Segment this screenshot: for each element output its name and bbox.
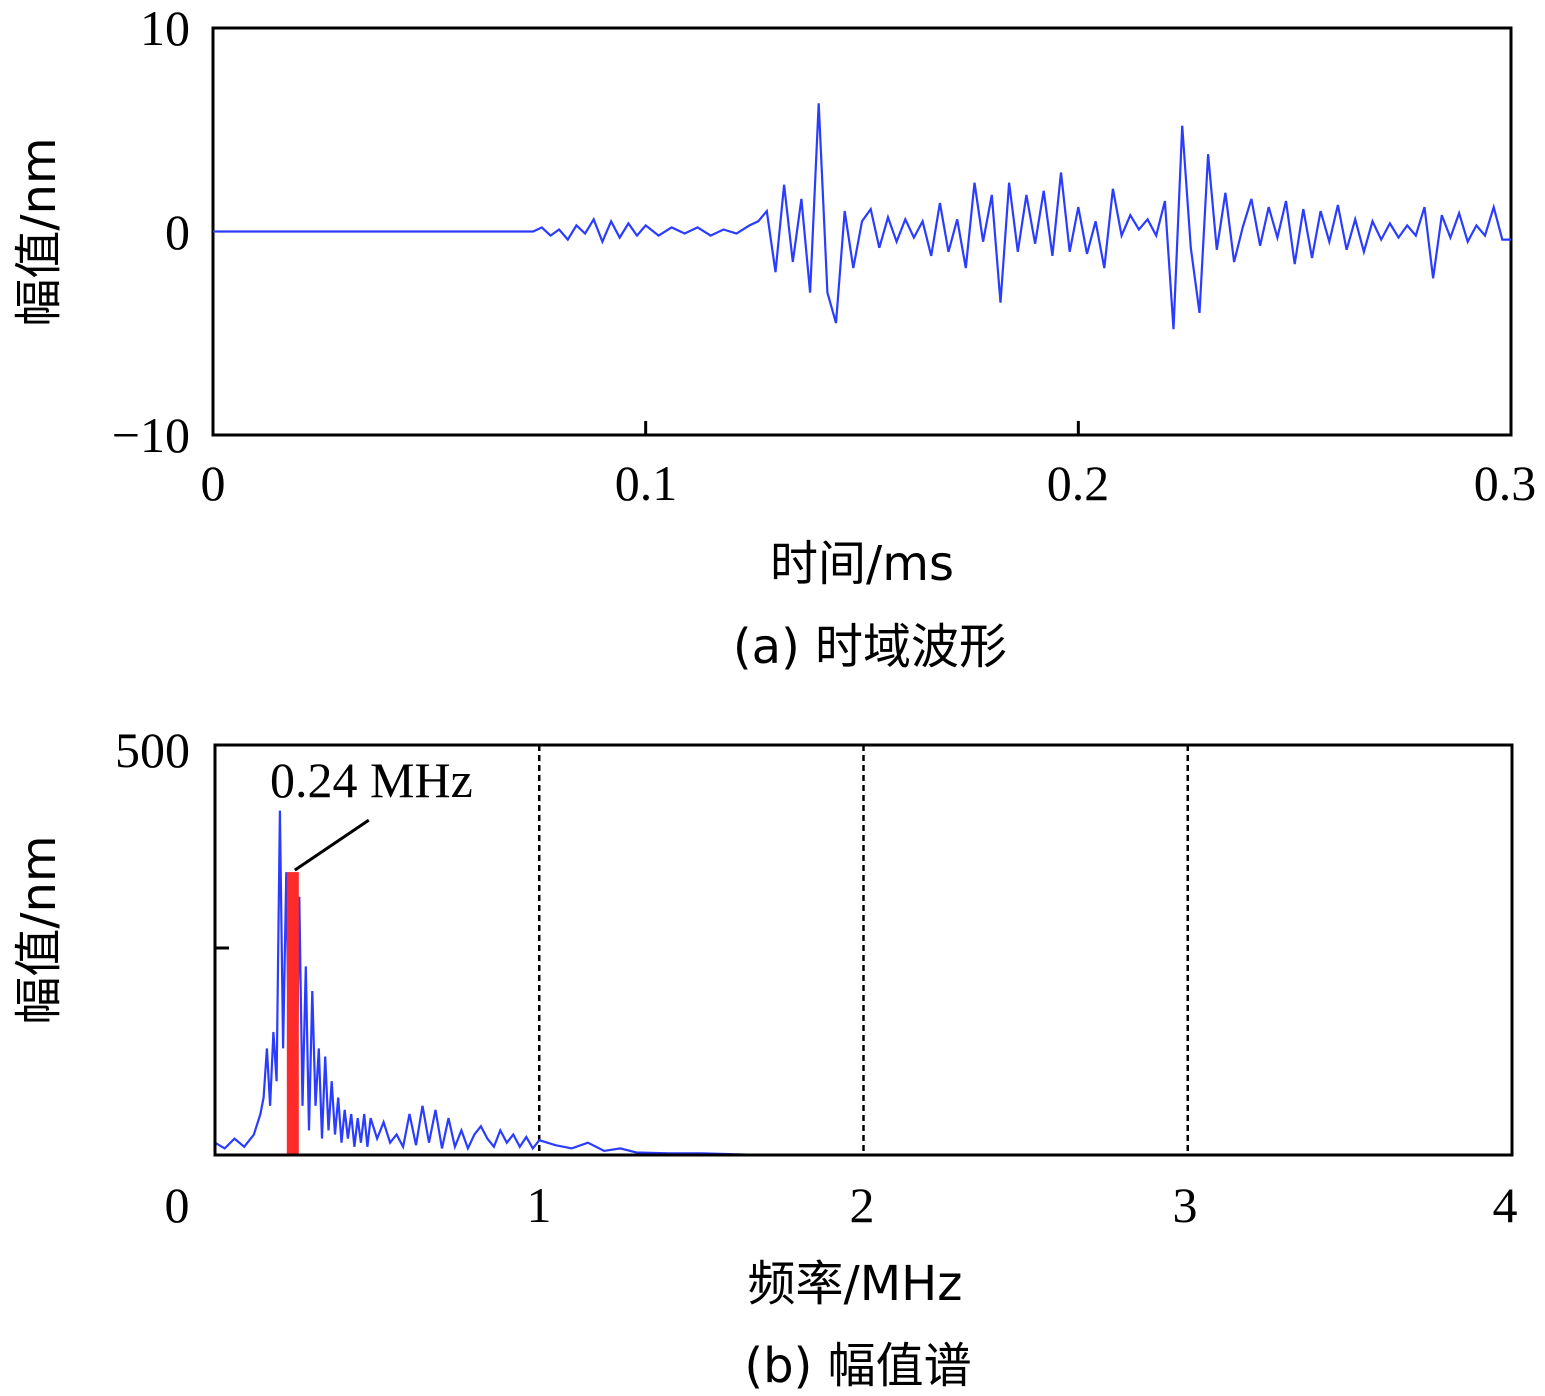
y-tick-label: −10: [112, 407, 190, 463]
x-tick-label: 4: [1493, 1177, 1518, 1233]
peak-highlight-bar: [286, 872, 299, 1155]
y-tick-label: 500: [115, 722, 190, 778]
x-tick-label: 0: [165, 1177, 190, 1233]
x-tick-label: 0.3: [1474, 455, 1537, 511]
y-axis-label: 幅值/nm: [11, 835, 67, 1024]
waveform-series: [213, 103, 1511, 330]
reference-lines: [538, 745, 1189, 1155]
spectrum-series: [214, 810, 783, 1157]
y-axis-label: 幅值/nm: [11, 137, 67, 326]
x-tick-label: 2: [850, 1177, 875, 1233]
annotation-leader: [293, 818, 370, 872]
x-tick-marks-a: [644, 421, 1080, 435]
x-axis-label: 频率/MHz: [748, 1256, 963, 1312]
peak-annotation: 0.24 MHz: [270, 752, 473, 808]
panel-caption: (a) 时域波形: [733, 619, 1007, 675]
panel-caption: (b) 幅值谱: [744, 1338, 971, 1394]
waveform-line: [213, 103, 1511, 330]
x-axis-label: 时间/ms: [770, 536, 954, 592]
x-tick-label: 0.1: [615, 455, 678, 511]
y-tick-label: 0: [165, 204, 190, 260]
plot-frame-b: [213, 743, 1514, 1157]
panel-spectrum: 0.24 MHz 500 0 1 2 3 4 频率/MHz 幅值/nm (b) …: [11, 722, 1518, 1394]
x-tick-label: 0: [201, 455, 226, 511]
spectrum-line: [214, 810, 783, 1157]
x-tick-label: 3: [1173, 1177, 1198, 1233]
y-tick-label: 10: [140, 0, 190, 56]
panel-time-domain: 10 0 −10 0 0.1 0.2 0.3 时间/ms 幅值/nm (a) 时…: [11, 0, 1536, 675]
x-tick-label: 0.2: [1047, 455, 1110, 511]
x-tick-label: 1: [527, 1177, 552, 1233]
